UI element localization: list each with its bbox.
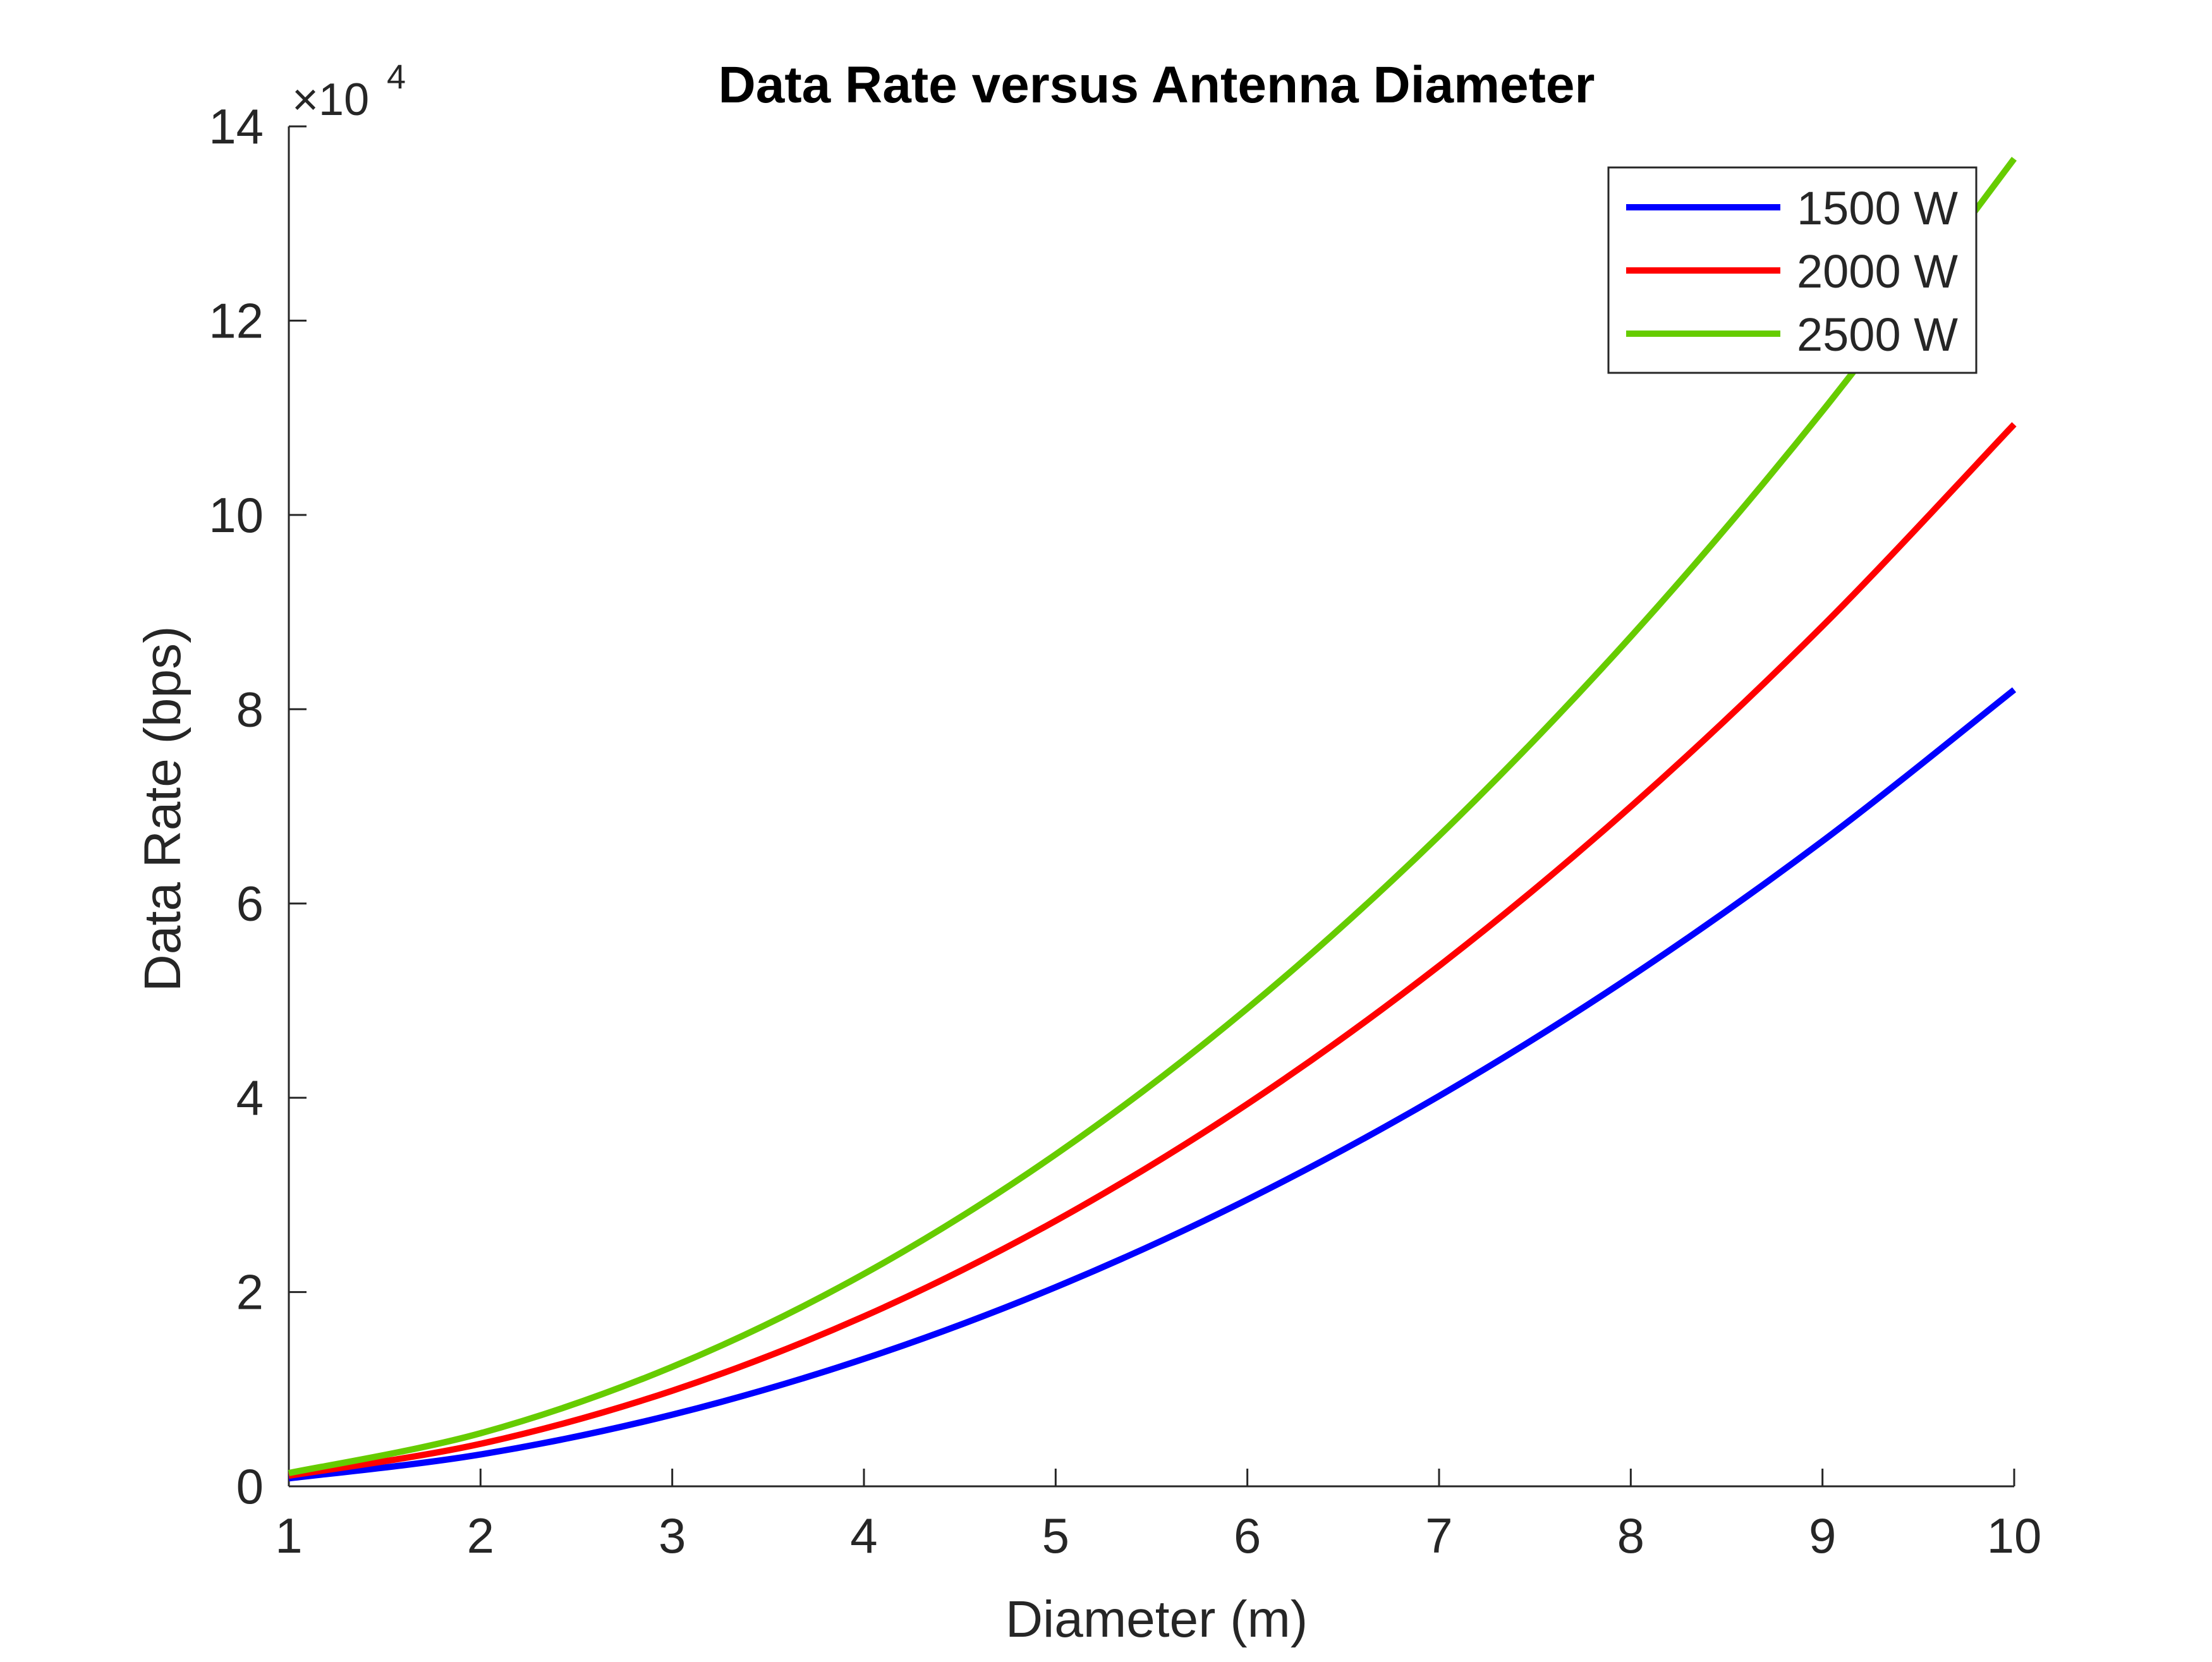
legend-label: 2000 W (1797, 245, 1958, 298)
x-tick-label: 1 (275, 1508, 302, 1563)
y-tick-label: 6 (236, 876, 264, 931)
series-line-1500-w (288, 687, 2017, 1482)
y-tick-label: 10 (209, 487, 264, 543)
x-tick-label: 3 (659, 1508, 686, 1563)
y-exponent-power: 4 (387, 58, 406, 96)
series-line-2000-w (288, 422, 2017, 1479)
x-axis-label: Diameter (m) (1006, 1591, 1308, 1648)
y-axis-label: Data Rate (bps) (134, 626, 191, 992)
x-tick-label: 4 (850, 1508, 877, 1563)
y-exponent-base: ×10 (292, 75, 369, 125)
y-tick-label: 14 (209, 99, 264, 154)
y-axis-exponent: ×10 4 (292, 58, 406, 125)
x-tick-label: 8 (1617, 1508, 1644, 1563)
x-tick-label: 10 (1987, 1508, 2042, 1563)
x-tick-label: 9 (1809, 1508, 1836, 1563)
x-tick-label: 6 (1234, 1508, 1261, 1563)
legend-label: 2500 W (1797, 308, 1958, 361)
y-tick-label: 4 (236, 1070, 264, 1125)
x-tick-label: 5 (1042, 1508, 1069, 1563)
chart-title: Data Rate versus Antenna Diameter (719, 56, 1595, 114)
y-tick-label: 0 (236, 1459, 264, 1514)
x-tick-label: 2 (467, 1508, 494, 1563)
y-tick-label: 8 (236, 681, 264, 737)
x-tick-label: 7 (1425, 1508, 1452, 1563)
y-tick-label: 12 (209, 293, 264, 348)
y-tick-label: 2 (236, 1265, 264, 1320)
series-line-2500-w (288, 157, 2017, 1476)
legend-label: 1500 W (1797, 182, 1958, 234)
series-group (288, 157, 2017, 1482)
legend: 1500 W 2000 W 2500 W (1607, 166, 1978, 374)
